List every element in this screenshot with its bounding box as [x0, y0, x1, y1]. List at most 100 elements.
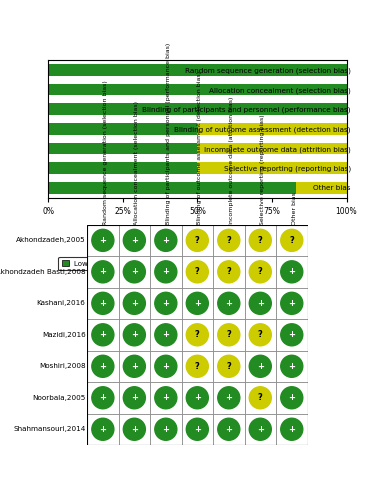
Circle shape [281, 261, 303, 283]
Text: ?: ? [195, 268, 200, 276]
Text: +: + [288, 299, 295, 308]
Circle shape [123, 356, 146, 378]
Bar [244, 382, 276, 414]
Bar [48, 64, 346, 76]
Circle shape [155, 261, 177, 283]
Text: Noorbala,2005: Noorbala,2005 [32, 395, 85, 401]
Text: ?: ? [290, 236, 294, 245]
Text: +: + [225, 425, 232, 434]
Bar [150, 224, 182, 256]
Bar [87, 319, 119, 350]
Text: +: + [162, 394, 169, 402]
Text: +: + [99, 299, 106, 308]
Circle shape [123, 324, 146, 346]
Circle shape [218, 418, 240, 440]
Circle shape [186, 230, 208, 252]
Bar [48, 84, 346, 96]
Text: Kashani,2016: Kashani,2016 [37, 300, 85, 306]
Bar [182, 350, 213, 382]
Text: +: + [257, 425, 264, 434]
Text: +: + [225, 299, 232, 308]
Bar [48, 104, 346, 115]
Text: +: + [162, 330, 169, 340]
Text: +: + [162, 299, 169, 308]
Bar [197, 123, 346, 135]
Circle shape [281, 418, 303, 440]
Circle shape [186, 387, 208, 409]
Text: +: + [288, 394, 295, 402]
Circle shape [218, 292, 240, 314]
Text: Blinding of participants and personnel (performance bias): Blinding of participants and personnel (… [166, 42, 171, 224]
Bar [213, 319, 244, 350]
Bar [48, 162, 197, 174]
Bar [182, 224, 213, 256]
Circle shape [249, 292, 271, 314]
Circle shape [218, 261, 240, 283]
Text: +: + [131, 394, 138, 402]
Circle shape [249, 387, 271, 409]
Text: +: + [99, 362, 106, 371]
Bar [87, 414, 119, 445]
Bar [244, 319, 276, 350]
Text: ?: ? [226, 362, 231, 371]
Bar [276, 256, 308, 288]
Circle shape [218, 324, 240, 346]
Bar [48, 142, 197, 154]
Text: +: + [131, 299, 138, 308]
Bar [150, 350, 182, 382]
Bar [119, 319, 150, 350]
Bar [119, 350, 150, 382]
Circle shape [218, 230, 240, 252]
Bar [119, 288, 150, 319]
Text: Selective reporting (reporting bias): Selective reporting (reporting bias) [260, 114, 265, 224]
Text: Other bias: Other bias [292, 192, 297, 224]
Circle shape [123, 292, 146, 314]
Circle shape [186, 356, 208, 378]
Bar [213, 350, 244, 382]
Text: +: + [131, 330, 138, 340]
Text: Random sequence generation (selection bias): Random sequence generation (selection bi… [103, 80, 108, 225]
Bar [48, 182, 296, 194]
Text: ?: ? [226, 330, 231, 340]
Text: EAkhondzadeh Basti,2008: EAkhondzadeh Basti,2008 [0, 269, 85, 275]
Bar [119, 256, 150, 288]
Text: +: + [162, 268, 169, 276]
Text: ?: ? [258, 394, 263, 402]
Text: Mazidi,2016: Mazidi,2016 [42, 332, 85, 338]
Text: +: + [288, 362, 295, 371]
Bar [244, 288, 276, 319]
Text: +: + [99, 236, 106, 245]
Circle shape [92, 387, 114, 409]
Circle shape [155, 230, 177, 252]
Circle shape [155, 292, 177, 314]
Bar [213, 382, 244, 414]
Bar [150, 319, 182, 350]
Bar [182, 414, 213, 445]
Text: +: + [99, 268, 106, 276]
Text: ?: ? [258, 236, 263, 245]
Circle shape [186, 418, 208, 440]
Bar [87, 256, 119, 288]
Text: +: + [257, 299, 264, 308]
Circle shape [281, 292, 303, 314]
Circle shape [281, 324, 303, 346]
Bar [276, 288, 308, 319]
Bar [276, 319, 308, 350]
Bar [296, 182, 346, 194]
Circle shape [155, 356, 177, 378]
Text: ?: ? [226, 236, 231, 245]
Text: +: + [162, 425, 169, 434]
Bar [119, 382, 150, 414]
Bar [276, 224, 308, 256]
Text: +: + [288, 425, 295, 434]
Bar [197, 142, 346, 154]
Circle shape [249, 356, 271, 378]
Bar [87, 224, 119, 256]
Bar [87, 350, 119, 382]
Text: +: + [131, 236, 138, 245]
Bar [244, 224, 276, 256]
Circle shape [155, 387, 177, 409]
Bar [276, 350, 308, 382]
Text: +: + [131, 268, 138, 276]
Bar [182, 288, 213, 319]
